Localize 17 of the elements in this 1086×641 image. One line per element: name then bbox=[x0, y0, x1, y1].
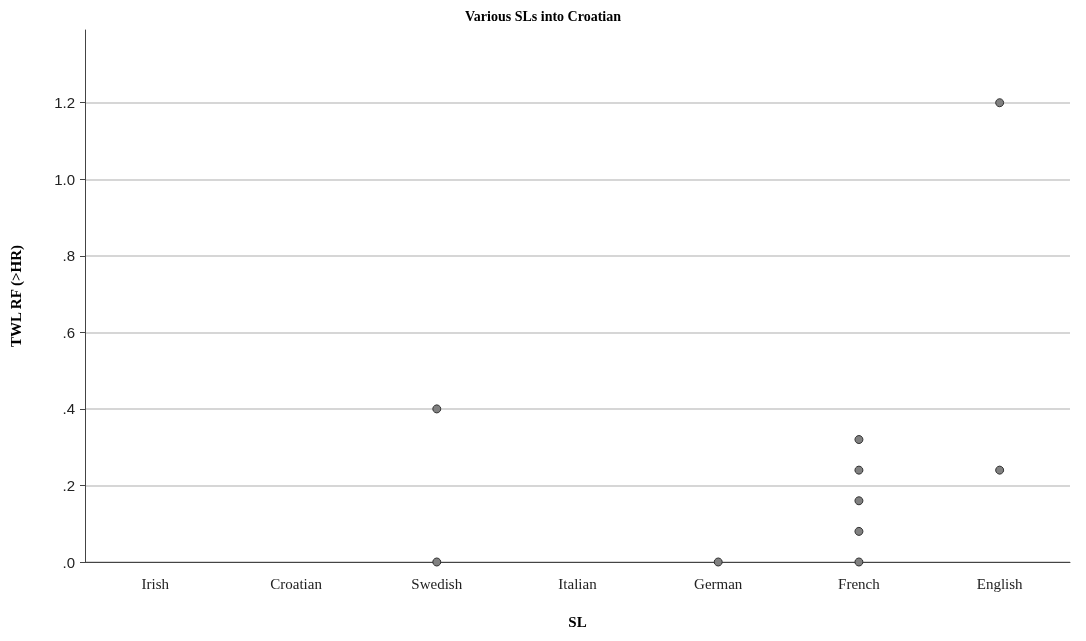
x-tick-label: English bbox=[976, 575, 1024, 592]
x-tick-label: French bbox=[838, 575, 881, 592]
y-tick-label: .0 bbox=[62, 553, 75, 571]
y-tick-label: .4 bbox=[62, 400, 75, 418]
x-tick-label: German bbox=[694, 575, 743, 592]
x-tick-label: Swedish bbox=[411, 575, 463, 592]
y-tick-label: .6 bbox=[62, 323, 75, 341]
x-tick-label: Irish bbox=[141, 575, 170, 592]
y-tick-label: .8 bbox=[62, 247, 75, 265]
y-tick-label: 1.2 bbox=[54, 94, 75, 112]
y-tick-label: 1.0 bbox=[54, 170, 75, 188]
x-axis-title: SL bbox=[568, 613, 587, 630]
chart-title: Various SLs into Croatian bbox=[465, 8, 622, 24]
x-tick-label: Croatian bbox=[270, 575, 323, 592]
x-tick-label: Italian bbox=[558, 575, 598, 592]
y-tick-label: .2 bbox=[62, 476, 75, 494]
y-axis-title: TWL RF (>HR) bbox=[7, 244, 25, 348]
